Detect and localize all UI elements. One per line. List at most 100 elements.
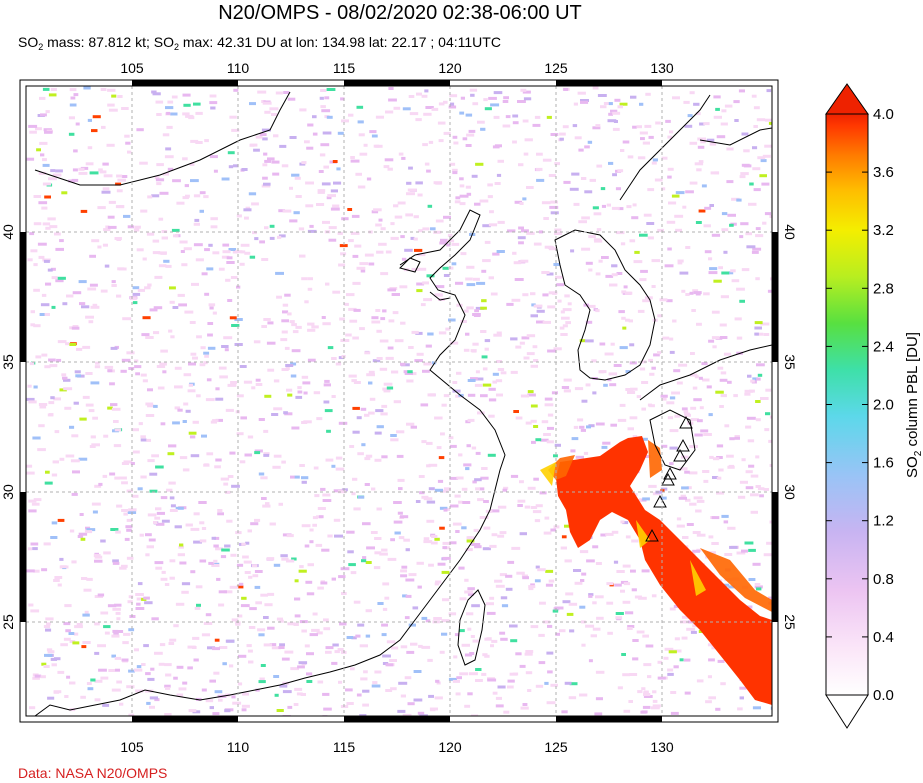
so2-pixel: [610, 423, 617, 427]
so2-pixel: [69, 640, 76, 643]
so2-pixel: [512, 121, 519, 125]
so2-pixel: [204, 354, 209, 358]
so2-pixel: [475, 306, 485, 310]
so2-pixel: [703, 433, 712, 436]
so2-pixel: [585, 320, 593, 324]
so2-pixel: [622, 140, 630, 144]
so2-pixel: [104, 631, 110, 635]
so2-pixel: [185, 194, 190, 198]
so2-pixel: [675, 191, 685, 195]
frame-top-bar-3: [556, 80, 662, 86]
so2-pixel: [52, 460, 59, 464]
so2-pixel: [249, 255, 256, 259]
so2-pixel: [190, 570, 196, 574]
so2-pixel: [519, 532, 527, 536]
so2-pixel: [502, 488, 508, 492]
triangle-icon: [663, 466, 677, 480]
so2-pixel: [391, 293, 400, 296]
so2-pixel: [421, 495, 429, 499]
lon-label-bottom: 125: [544, 739, 568, 755]
so2-pixel: [660, 394, 668, 398]
so2-pixel: [323, 618, 329, 622]
so2-pixel: [435, 219, 444, 223]
so2-pixel: [487, 678, 497, 682]
so2-pixel: [33, 385, 38, 389]
so2-pixel: [589, 178, 596, 182]
so2-pixel: [447, 233, 453, 237]
so2-pixel: [427, 332, 434, 336]
so2-pixel: [317, 680, 324, 684]
so2-pixel: [734, 435, 740, 438]
so2-pixel: [727, 526, 736, 530]
so2-pixel: [192, 420, 199, 424]
so2-pixel: [554, 162, 560, 166]
so2-pixel: [376, 329, 382, 333]
so2-pixel: [696, 322, 702, 326]
so2-pixel: [42, 222, 51, 226]
so2-pixel: [753, 188, 761, 192]
so2-pixel: [443, 508, 448, 512]
so2-pixel: [595, 562, 602, 565]
so2-pixel: [408, 573, 417, 577]
so2-pixel: [629, 343, 635, 347]
so2-pixel: [35, 127, 42, 131]
so2-pixel: [345, 333, 352, 337]
so2-pixel: [588, 268, 593, 272]
so2-pixel: [474, 202, 481, 206]
so2-pixel: [533, 425, 539, 428]
so2-pixel: [181, 263, 188, 267]
so2-pixel: [650, 706, 660, 710]
so2-pixel: [590, 634, 597, 638]
so2-pixel: [443, 100, 448, 104]
so2-pixel: [155, 465, 164, 469]
so2-pixel: [581, 399, 588, 403]
so2-pixel: [708, 658, 715, 662]
so2-pixel: [32, 676, 40, 680]
so2-pixel: [595, 595, 604, 599]
so2-pixel: [383, 389, 391, 393]
so2-pixel: [87, 287, 97, 291]
so2-pixel: [294, 597, 301, 601]
so2-pixel: [470, 93, 475, 97]
so2-pixel: [536, 152, 543, 156]
so2-pixel: [715, 107, 720, 111]
so2-pixel: [158, 217, 164, 221]
so2-pixel: [41, 293, 47, 297]
so2-pixel: [73, 93, 79, 97]
colorbar-tick-label: 3.2: [873, 222, 894, 239]
so2-pixel: [158, 251, 167, 255]
so2-pixel: [715, 707, 721, 711]
so2-pixel: [279, 643, 285, 647]
so2-pixel: [126, 556, 134, 560]
so2-pixel: [168, 329, 173, 333]
so2-pixel: [135, 593, 144, 596]
so2-pixel: [104, 365, 114, 369]
so2-pixel: [305, 580, 313, 584]
so2-pixel: [263, 453, 270, 457]
so2-pixel: [339, 317, 345, 321]
so2-pixel: [227, 383, 237, 387]
so2-pixel: [209, 306, 214, 310]
so2-pixel: [669, 396, 676, 400]
so2-pixel: [94, 484, 102, 488]
so2-pixel: [148, 538, 156, 542]
so2-pixel: [64, 604, 72, 608]
so2-pixel: [417, 585, 422, 589]
so2-pixel: [491, 533, 498, 537]
so2-pixel: [455, 281, 464, 285]
map-area[interactable]: [19, 79, 779, 723]
so2-pixel: [715, 390, 724, 394]
so2-pixel: [643, 693, 651, 696]
so2-pixel: [325, 646, 334, 650]
colorbar-tick-label: 2.4: [873, 338, 894, 355]
so2-pixel: [192, 710, 201, 714]
so2-pixel: [234, 318, 243, 321]
so2-pixel: [108, 200, 116, 204]
so2-pixel: [284, 293, 291, 297]
so2-pixel: [204, 139, 209, 143]
so2-pixel: [292, 330, 299, 334]
so2-pixel: [101, 190, 111, 194]
so2-pixel: [164, 663, 172, 667]
so2-pixel: [346, 530, 355, 534]
so2-pixel: [550, 683, 558, 687]
